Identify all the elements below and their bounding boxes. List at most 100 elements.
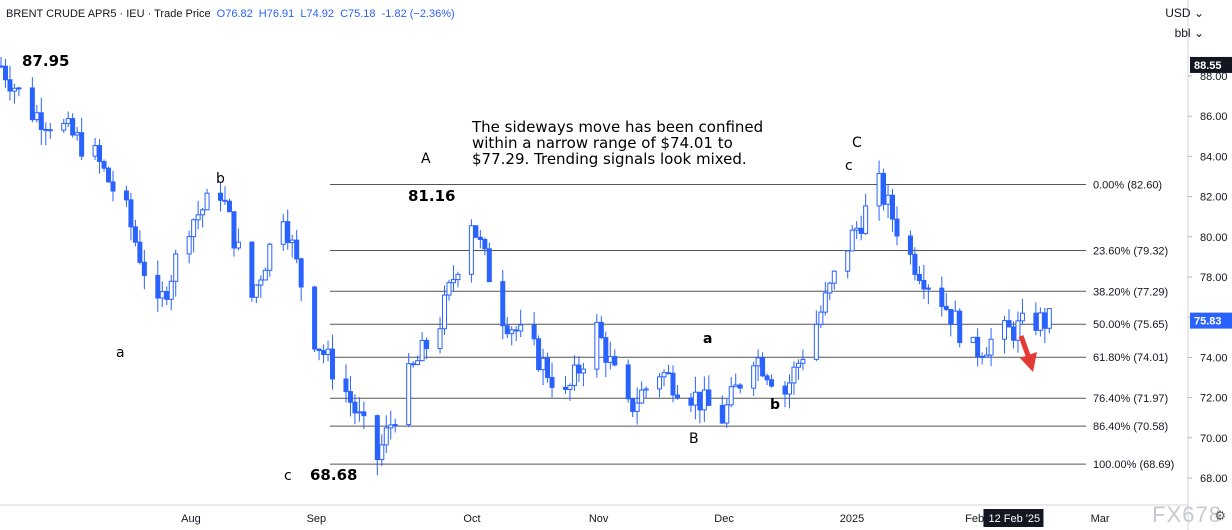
candle-body xyxy=(132,226,138,243)
price-tick-label: 74.00 xyxy=(1200,352,1228,364)
candle-body xyxy=(545,357,551,378)
candle-body xyxy=(222,199,228,202)
candle-body xyxy=(706,389,712,406)
candle-body xyxy=(1019,312,1025,322)
candle-body xyxy=(916,273,922,281)
candle-body xyxy=(11,87,17,92)
candle-body xyxy=(822,292,828,313)
currency-selector[interactable]: USD ⌄ xyxy=(1165,6,1204,20)
candle-body xyxy=(764,375,770,381)
symbol-label[interactable]: BRENT CRUDE APR5 · IEU · Trade Price xyxy=(6,8,211,20)
price-tick-label: 88.00 xyxy=(1200,71,1228,83)
candle-body xyxy=(688,397,694,406)
candle-body xyxy=(630,398,636,412)
price-tick-label: 86.00 xyxy=(1200,111,1228,123)
candle-body xyxy=(361,411,367,417)
price-axis[interactable]: 88.0086.0084.0082.0080.0078.0076.0074.00… xyxy=(1187,0,1228,530)
candle-body xyxy=(316,348,322,352)
candle-body xyxy=(123,190,129,201)
time-tick-label: 2025 xyxy=(840,513,864,525)
candle-body xyxy=(482,238,488,250)
candle-body xyxy=(979,355,985,358)
wave-label-c2: c xyxy=(845,158,853,174)
candle-body xyxy=(204,192,210,211)
open-value: O76.82 xyxy=(216,8,253,20)
candle-body xyxy=(195,214,201,221)
candle-body xyxy=(450,279,456,284)
candle-body xyxy=(258,279,264,286)
unit-selector[interactable]: bbl ⌄ xyxy=(1175,26,1204,40)
wave-label-a1: a xyxy=(116,345,125,361)
candle-body xyxy=(218,192,224,201)
candle-body xyxy=(442,294,448,330)
wave-label-B: B xyxy=(689,431,699,447)
change-value: -1.82 (−2.36%) xyxy=(381,8,455,20)
fib-level-label: 38.20% (77.29) xyxy=(1093,286,1168,298)
candle-body xyxy=(943,305,949,310)
candle-body xyxy=(536,338,542,371)
candle-body xyxy=(701,389,707,411)
last-price-label: 75.83 xyxy=(1194,316,1222,328)
wave-label-A: A xyxy=(421,151,431,167)
candle-body xyxy=(415,360,421,365)
time-tick-label: Dec xyxy=(714,513,734,525)
candle-body xyxy=(330,348,336,380)
candle-body xyxy=(827,282,833,294)
candle-body xyxy=(674,394,680,399)
candle-body xyxy=(325,348,331,356)
candle-body xyxy=(598,321,604,339)
candle-body xyxy=(634,402,640,412)
candle-body xyxy=(267,243,273,271)
candle-body xyxy=(831,270,837,284)
candle-body xyxy=(571,364,577,386)
candle-body xyxy=(567,384,573,390)
candle-body xyxy=(912,253,918,275)
candle-body xyxy=(769,379,775,387)
candle-body xyxy=(800,358,806,364)
candle-body xyxy=(813,323,819,360)
price-tick-label: 82.00 xyxy=(1200,192,1228,204)
wave-label-high: 87.95 xyxy=(22,52,70,70)
chart-header: BRENT CRUDE APR5 · IEU · Trade Price O76… xyxy=(6,8,458,20)
down-arrow xyxy=(1018,335,1037,372)
watermark: FX678 xyxy=(1152,502,1222,527)
candle-body xyxy=(849,229,855,252)
candle-body xyxy=(2,65,8,81)
candle-body xyxy=(670,372,676,396)
candle-body xyxy=(881,172,887,205)
candle-body xyxy=(1010,326,1016,341)
candle-body xyxy=(141,261,147,276)
candle-body xyxy=(719,404,725,424)
price-tick-label: 78.00 xyxy=(1200,272,1228,284)
candle-body xyxy=(957,310,963,344)
candle-body xyxy=(531,324,537,340)
candle-body xyxy=(939,287,945,307)
candle-body xyxy=(509,329,515,335)
wave-label-c1: c xyxy=(284,468,292,484)
crosshair-date-label: 12 Feb '25 xyxy=(988,513,1040,525)
candle-body xyxy=(791,366,797,384)
candle-body xyxy=(262,269,268,281)
candle-body xyxy=(379,444,385,461)
wave-label-a2: a xyxy=(703,331,713,347)
candle-body xyxy=(294,239,300,260)
candle-body xyxy=(406,363,412,426)
wave-label-low: 68.68 xyxy=(310,466,358,484)
time-tick-label: Aug xyxy=(181,513,201,525)
fib-level-label: 0.00% (82.60) xyxy=(1093,180,1162,192)
candle-body xyxy=(61,122,67,131)
candle-body xyxy=(128,199,134,228)
time-axis[interactable]: AugSepOctNovDec2025FebMarApr12 Feb '25 xyxy=(0,504,1232,527)
chevron-down-icon: ⌄ xyxy=(1193,6,1204,20)
gear-icon[interactable]: ⚙ xyxy=(1214,508,1226,523)
candle-body xyxy=(38,112,44,130)
candle-body xyxy=(70,118,76,136)
wave-label-C: C xyxy=(852,135,862,151)
high-price-tag xyxy=(1190,56,1232,73)
fib-level-label: 76.40% (71.97) xyxy=(1093,393,1168,405)
candle-body xyxy=(504,325,510,335)
candle-body xyxy=(186,236,192,255)
candle-body xyxy=(625,364,631,400)
candle-body xyxy=(885,194,891,205)
candle-body xyxy=(894,218,900,237)
